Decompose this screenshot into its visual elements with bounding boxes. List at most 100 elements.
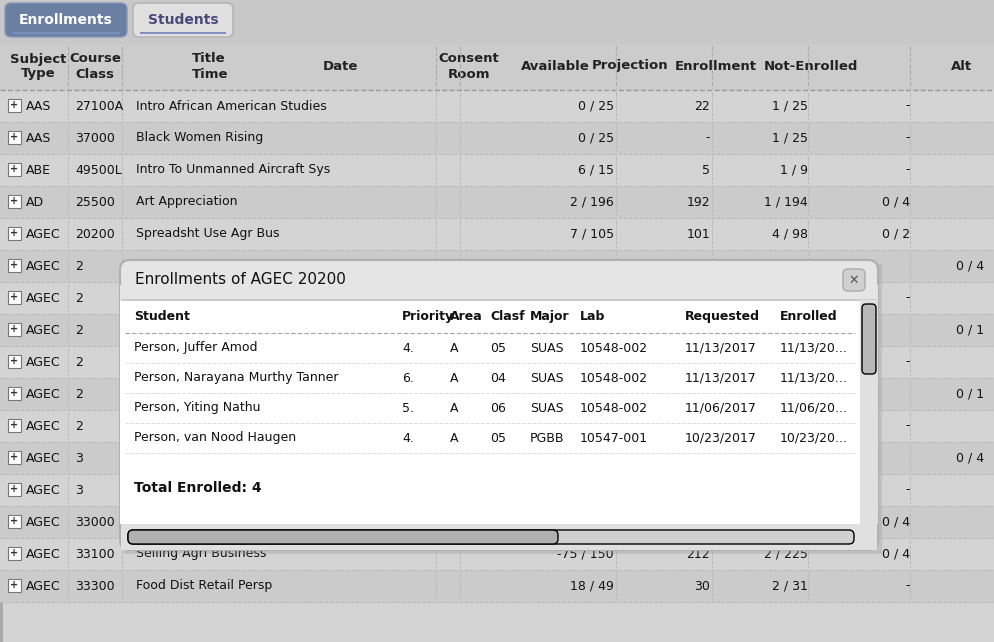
- Text: +: +: [11, 356, 19, 367]
- Text: 2 / 31: 2 / 31: [772, 580, 808, 593]
- Bar: [0, 186, 994, 218]
- Bar: [8, 99, 21, 112]
- Text: AGEC: AGEC: [26, 516, 61, 528]
- Text: 101: 101: [686, 227, 710, 241]
- Text: 05: 05: [490, 342, 506, 354]
- Text: A: A: [450, 431, 458, 444]
- Text: Person, Juffer Amod: Person, Juffer Amod: [134, 342, 257, 354]
- Bar: [8, 483, 21, 496]
- Text: 10548-002: 10548-002: [580, 372, 648, 385]
- Text: AGEC: AGEC: [26, 227, 61, 241]
- Text: 3: 3: [75, 483, 83, 496]
- Bar: [120, 300, 878, 524]
- Text: 0 / 4: 0 / 4: [956, 259, 984, 272]
- Text: 11/06/20...: 11/06/20...: [780, 401, 848, 415]
- FancyBboxPatch shape: [128, 530, 558, 544]
- Text: 10548-002: 10548-002: [580, 401, 648, 415]
- Bar: [0, 44, 994, 90]
- Text: +: +: [11, 324, 19, 334]
- Text: AGEC: AGEC: [26, 388, 61, 401]
- Text: Enrollments of AGEC 20200: Enrollments of AGEC 20200: [135, 272, 346, 288]
- FancyBboxPatch shape: [120, 260, 878, 550]
- Text: Lab: Lab: [580, 310, 605, 323]
- Text: 0 / 4: 0 / 4: [956, 451, 984, 465]
- FancyBboxPatch shape: [128, 530, 854, 544]
- Bar: [121, 524, 877, 550]
- Text: 25500: 25500: [75, 196, 115, 209]
- Text: -75 / 150: -75 / 150: [558, 548, 614, 560]
- Bar: [8, 451, 21, 464]
- Text: -: -: [906, 419, 910, 433]
- Bar: [120, 453, 860, 524]
- Text: 125: 125: [686, 516, 710, 528]
- Text: -: -: [906, 100, 910, 112]
- Text: AGEC: AGEC: [26, 324, 61, 336]
- Text: 2 / 225: 2 / 225: [764, 548, 808, 560]
- Text: ✕: ✕: [849, 273, 859, 286]
- Text: AD: AD: [26, 196, 44, 209]
- Text: 0 / 25: 0 / 25: [578, 100, 614, 112]
- Text: 2: 2: [75, 388, 83, 401]
- Bar: [0, 250, 994, 282]
- Bar: [120, 423, 860, 453]
- Text: 2 / 196: 2 / 196: [571, 196, 614, 209]
- Bar: [0, 506, 994, 538]
- Text: 0 / 2: 0 / 2: [882, 227, 910, 241]
- Bar: [120, 363, 860, 393]
- Text: Date: Date: [322, 60, 358, 73]
- Bar: [8, 387, 21, 400]
- Text: Black Women Rising: Black Women Rising: [136, 132, 263, 144]
- Bar: [0, 44, 3, 642]
- Text: Priority: Priority: [402, 310, 454, 323]
- Text: 7 / 105: 7 / 105: [570, 227, 614, 241]
- Text: 1 / 25: 1 / 25: [772, 100, 808, 112]
- Text: 17 / 128: 17 / 128: [756, 516, 808, 528]
- Bar: [0, 314, 994, 346]
- Text: Course: Course: [69, 53, 121, 65]
- Text: SUAS: SUAS: [530, 401, 564, 415]
- Bar: [8, 515, 21, 528]
- Bar: [8, 259, 21, 272]
- Text: +: +: [11, 548, 19, 559]
- Text: Class: Class: [76, 67, 114, 80]
- Text: 3: 3: [75, 451, 83, 465]
- Text: -1 / 127: -1 / 127: [566, 516, 614, 528]
- Bar: [124, 264, 882, 554]
- Text: Intro African American Studies: Intro African American Studies: [136, 100, 327, 112]
- Text: A: A: [450, 342, 458, 354]
- Text: +: +: [11, 485, 19, 494]
- Bar: [0, 538, 994, 570]
- Bar: [8, 131, 21, 144]
- Text: 18 / 49: 18 / 49: [571, 580, 614, 593]
- Text: +: +: [11, 164, 19, 175]
- Text: Selling Agri Business: Selling Agri Business: [136, 548, 266, 560]
- Text: 4.: 4.: [402, 342, 414, 354]
- Text: Clasf: Clasf: [490, 310, 525, 323]
- Bar: [0, 282, 994, 314]
- Bar: [0, 346, 994, 378]
- Text: 2: 2: [75, 259, 83, 272]
- Text: Consent: Consent: [438, 53, 499, 65]
- Text: A: A: [450, 401, 458, 415]
- Text: 0 / 4: 0 / 4: [882, 196, 910, 209]
- Text: +: +: [11, 101, 19, 110]
- Text: Food Dist Retail Persp: Food Dist Retail Persp: [136, 580, 272, 593]
- Text: Enrolled: Enrolled: [780, 310, 838, 323]
- Text: -: -: [906, 132, 910, 144]
- Text: 1 / 25: 1 / 25: [772, 132, 808, 144]
- Text: 11/13/2017: 11/13/2017: [685, 372, 756, 385]
- Text: 2: 2: [75, 419, 83, 433]
- Text: Available: Available: [521, 60, 590, 73]
- Text: Time: Time: [192, 67, 229, 80]
- Text: 4 / 98: 4 / 98: [772, 227, 808, 241]
- Text: 0 / 4: 0 / 4: [882, 516, 910, 528]
- Bar: [0, 122, 994, 154]
- Text: Not-Enrolled: Not-Enrolled: [763, 60, 858, 73]
- Text: Major: Major: [530, 310, 570, 323]
- Bar: [0, 378, 994, 410]
- Text: Spreadsht Use Agr Bus: Spreadsht Use Agr Bus: [136, 227, 279, 241]
- FancyBboxPatch shape: [133, 3, 233, 37]
- Text: 0 / 25: 0 / 25: [578, 132, 614, 144]
- Bar: [8, 323, 21, 336]
- Text: Alt: Alt: [951, 60, 972, 73]
